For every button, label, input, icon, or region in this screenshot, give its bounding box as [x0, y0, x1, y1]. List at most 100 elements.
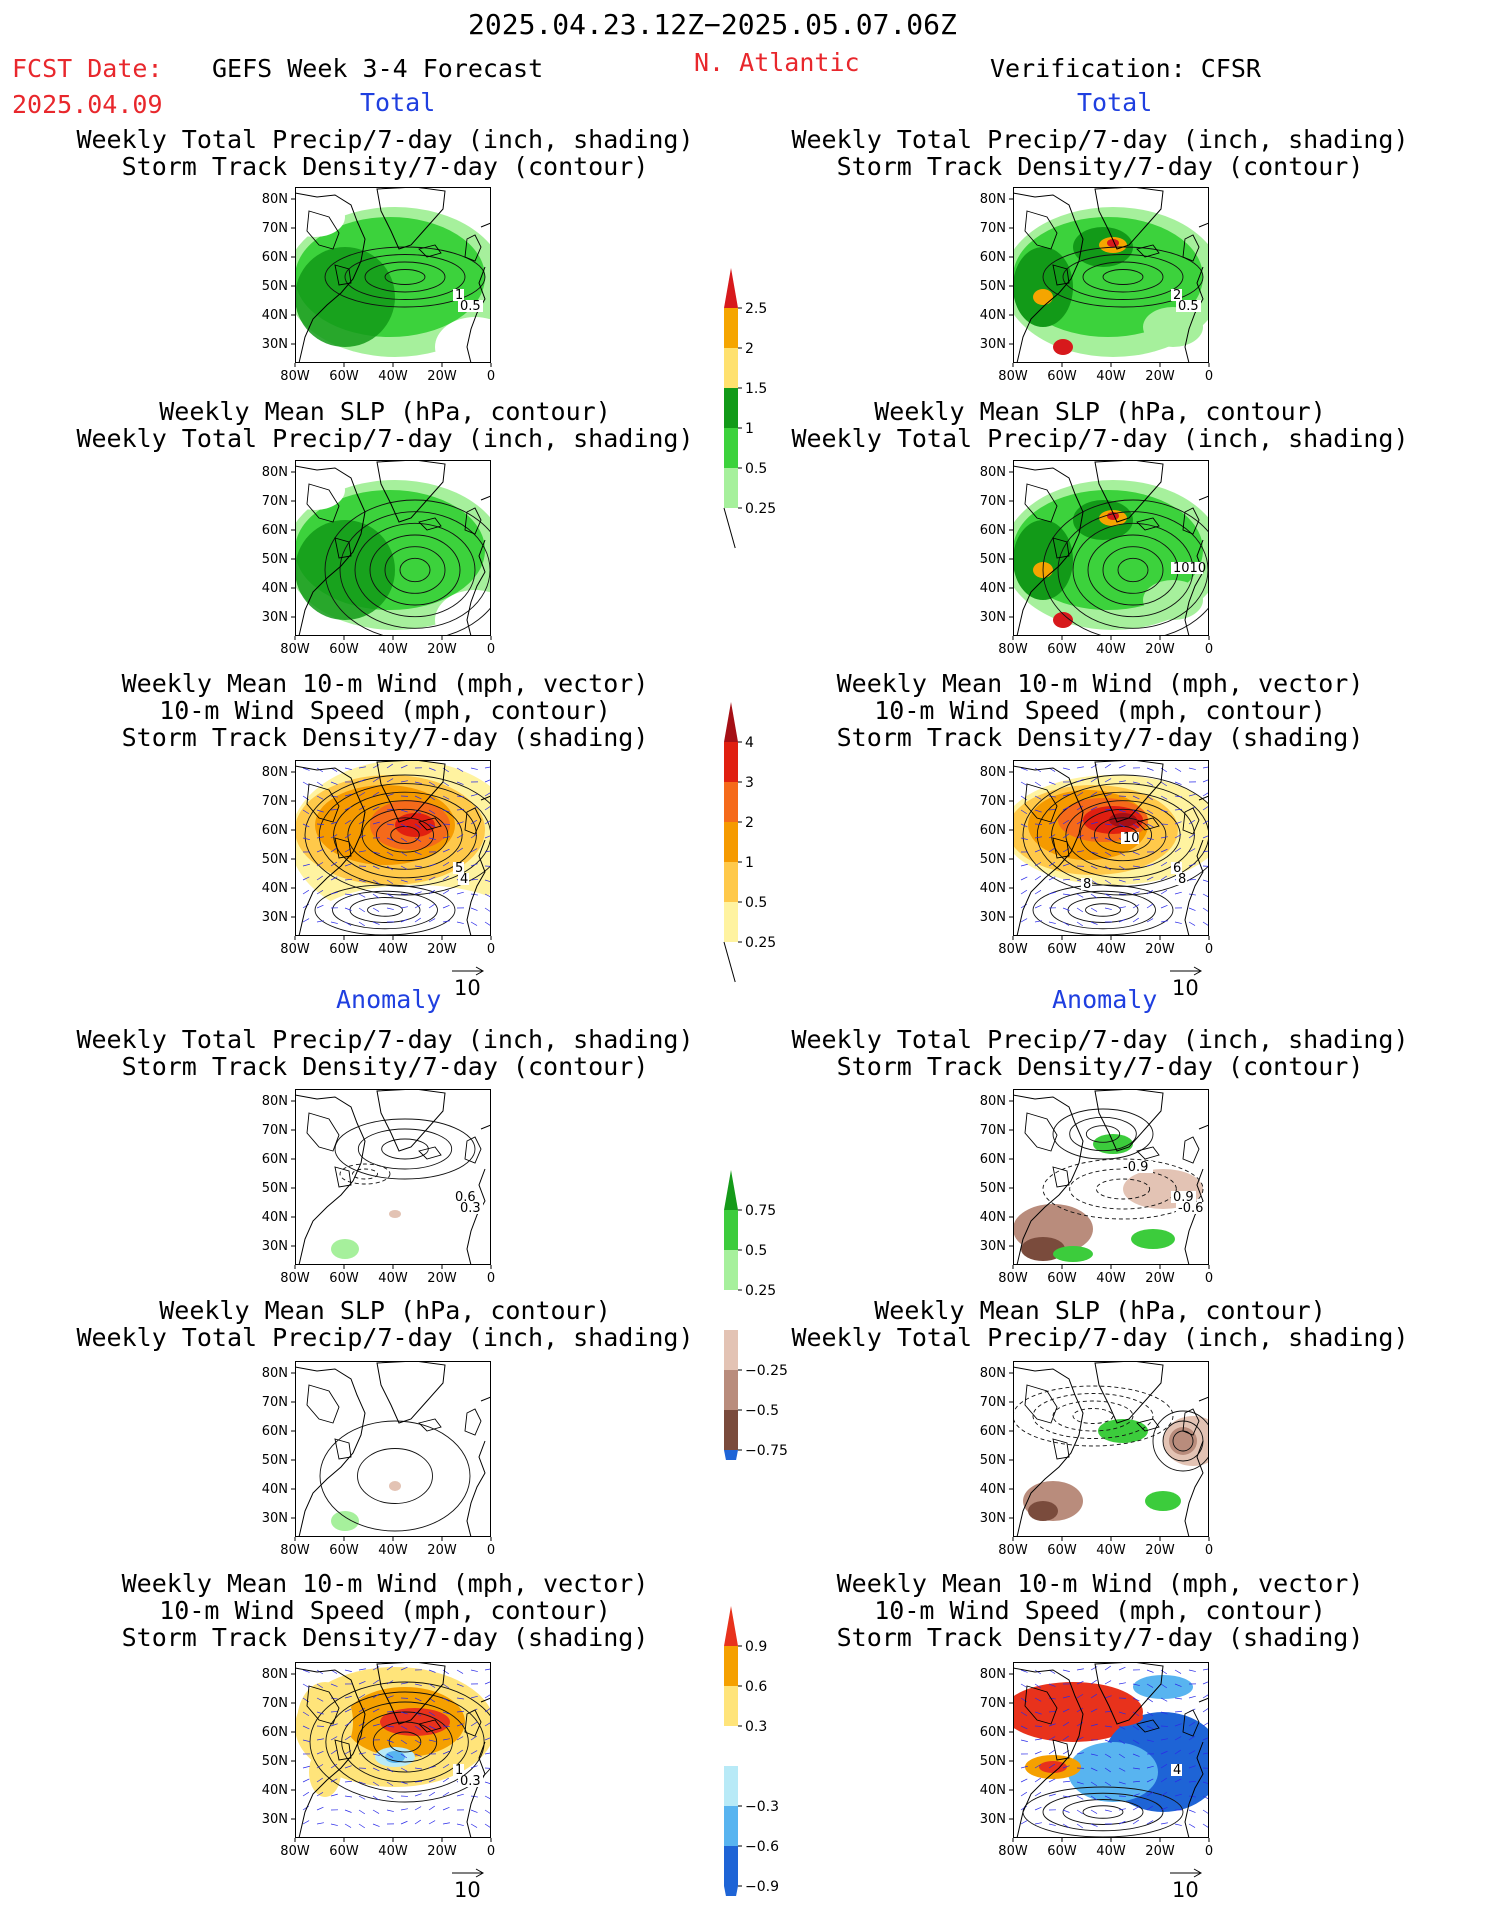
lat-tick-label: 70N	[980, 494, 1006, 509]
lon-tick-label: 40W	[1096, 1543, 1126, 1558]
map-anom-slp-forecast: 80N 70N 60N 50N 40N 30N 80W 60W 40W 20W 0	[262, 1361, 495, 1558]
lat-tick-label: 40N	[980, 308, 1006, 323]
lon-tick-label: 40W	[378, 1271, 408, 1286]
map-total-precip-verification: 2 0.5 80N 70N 60N 50N 40N 30N 80W 60W 40W 20W 0	[980, 187, 1213, 384]
lat-tick-label: 40N	[980, 881, 1006, 896]
lat-tick-label: 30N	[980, 1812, 1006, 1827]
map-anom-precip-verification: 0.9 -0.6 -0.9 80N 70N 60N 50N 40N 30N 80W 60W 40W 20…	[980, 1089, 1213, 1286]
colorbar-tick-label: 0.3	[745, 1719, 767, 1735]
lat-tick-label: 80N	[980, 192, 1006, 207]
colorbar-tick-label: −0.5	[745, 1403, 779, 1419]
lon-tick-label: 20W	[427, 1271, 457, 1286]
lon-tick-label: 0	[1205, 369, 1213, 384]
lon-tick-label: 40W	[378, 1844, 408, 1859]
lon-tick-label: 80W	[998, 369, 1028, 384]
lat-tick-label: 30N	[980, 1239, 1006, 1254]
map-total-slp-verification: 1010 80N 70N 60N 50N 40N 30N 80W 60W 40W 20W 0	[980, 460, 1213, 657]
lat-tick-label: 80N	[980, 465, 1006, 480]
lat-tick-label: 80N	[262, 1366, 288, 1381]
lat-tick-label: 30N	[262, 1511, 288, 1526]
lat-tick-label: 70N	[262, 1395, 288, 1410]
lat-tick-label: 60N	[980, 1152, 1006, 1167]
colorbar-tick-label: 0.5	[745, 461, 767, 477]
model-name: GEFS Week 3-4 Forecast	[212, 54, 544, 83]
section-anomaly-right: Anomaly	[1052, 985, 1158, 1014]
wind-reference-vector-anom-left: 10	[452, 1868, 488, 1902]
lon-tick-label: 40W	[1096, 1271, 1126, 1286]
wind-reference-vector-anom-right: 10	[1170, 1868, 1206, 1902]
contour-label: 1	[455, 288, 463, 303]
lat-tick-label: 70N	[980, 221, 1006, 236]
lat-tick-label: 60N	[262, 1725, 288, 1740]
lon-tick-label: 60W	[1047, 1844, 1077, 1859]
lat-tick-label: 50N	[980, 1453, 1006, 1468]
lon-tick-label: 20W	[427, 942, 457, 957]
lon-tick-label: 80W	[280, 1844, 310, 1859]
colorbar-segment	[724, 862, 738, 902]
colorbar-segment	[724, 1766, 738, 1806]
lon-tick-label: 80W	[280, 642, 310, 657]
lon-tick-label: 40W	[378, 1543, 408, 1558]
lat-tick-label: 60N	[262, 523, 288, 538]
lat-tick-label: 50N	[262, 852, 288, 867]
contour-label: 1010	[1173, 561, 1206, 576]
lon-tick-label: 40W	[1096, 1844, 1126, 1859]
lat-tick-label: 60N	[980, 823, 1006, 838]
lat-tick-label: 50N	[262, 1181, 288, 1196]
lon-tick-label: 20W	[427, 1543, 457, 1558]
lat-tick-label: 80N	[980, 1366, 1006, 1381]
lat-tick-label: 80N	[262, 465, 288, 480]
contour-label: 0.9	[1173, 1190, 1194, 1205]
lat-tick-label: 80N	[262, 1667, 288, 1682]
lat-tick-label: 70N	[980, 1123, 1006, 1138]
colorbar-tick-label: 2	[745, 815, 754, 831]
colorbar-segment	[724, 268, 738, 308]
colorbar-segment	[724, 1886, 738, 1896]
lat-tick-label: 60N	[980, 1725, 1006, 1740]
lat-tick-label: 60N	[980, 1424, 1006, 1439]
panel-title-total-slp-forecast: Weekly Mean SLP (hPa, contour) Weekly Tot…	[76, 397, 694, 453]
panel-title-anom-precip-verification: Weekly Total Precip/7-day (inch, shading…	[791, 1025, 1409, 1081]
lon-tick-label: 20W	[1145, 369, 1175, 384]
lat-tick-label: 80N	[980, 765, 1006, 780]
colorbar-tick-label: −0.9	[745, 1879, 779, 1895]
colorbar-segment	[724, 388, 738, 428]
lat-tick-label: 50N	[262, 1754, 288, 1769]
colorbar-segment	[724, 1806, 738, 1846]
lon-tick-label: 0	[487, 942, 495, 957]
contour-label: 0.6	[455, 1190, 476, 1205]
colorbar-storm-anomaly: 0.9 0.6 0.3 −0.3 −0.6 −0.9	[724, 1606, 779, 1896]
lat-tick-label: 50N	[980, 852, 1006, 867]
panel-title-total-wind-forecast: Weekly Mean 10-m Wind (mph, vector) 10-m …	[121, 669, 649, 752]
lon-tick-label: 80W	[998, 642, 1028, 657]
colorbar-segment	[724, 1290, 738, 1330]
colorbar-segment	[724, 1646, 738, 1686]
fcst-date: 2025.04.09	[12, 90, 163, 119]
map-total-wind-forecast: 5 4 80N 70N 60N 50N 40N 30N 80W 60W 40W 20W 0	[262, 760, 495, 957]
panel-title-total-slp-verification: Weekly Mean SLP (hPa, contour) Weekly Tot…	[791, 397, 1409, 453]
lat-tick-label: 50N	[262, 1453, 288, 1468]
lat-tick-label: 30N	[980, 1511, 1006, 1526]
colorbar-segment	[724, 1370, 738, 1410]
lat-tick-label: 40N	[980, 1482, 1006, 1497]
lat-tick-label: 70N	[262, 1696, 288, 1711]
lon-tick-label: 0	[1205, 942, 1213, 957]
lon-tick-label: 0	[487, 1844, 495, 1859]
map-total-wind-verification: 6 8 10 8 80N 70N 60N 50N 40N 30N 80W 60W 40W 20W 0	[980, 760, 1213, 957]
lat-tick-label: 70N	[262, 221, 288, 236]
lat-tick-label: 40N	[980, 1210, 1006, 1225]
lat-tick-label: 50N	[980, 1754, 1006, 1769]
contour-label: 0.3	[460, 1201, 481, 1216]
panel-title-anom-precip-forecast: Weekly Total Precip/7-day (inch, shading…	[76, 1025, 694, 1081]
lon-tick-label: 40W	[378, 942, 408, 957]
lon-tick-label: 20W	[427, 642, 457, 657]
contour-label: 8	[1178, 872, 1186, 887]
lat-tick-label: 70N	[262, 494, 288, 509]
colorbar-segment	[724, 1250, 738, 1290]
colorbar-segment	[724, 1210, 738, 1250]
colorbar-segment	[724, 742, 738, 782]
lon-tick-label: 40W	[1096, 942, 1126, 957]
colorbar-tick-label: 4	[745, 735, 754, 751]
lat-tick-label: 30N	[262, 910, 288, 925]
lat-tick-label: 40N	[262, 1482, 288, 1497]
